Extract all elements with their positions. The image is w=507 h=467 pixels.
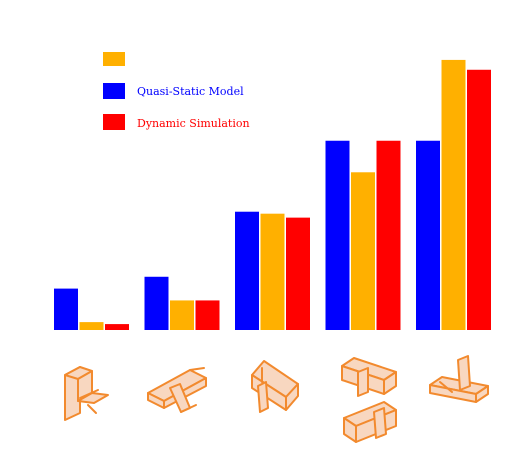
bar-group4-series2 [325, 140, 350, 330]
legend-label-dynamic: Dynamic Simulation [137, 117, 250, 130]
bar-group3-series3 [286, 217, 310, 330]
L-bracket-shape-icon [64, 366, 109, 421]
twisted-bracket-shape-icon [147, 367, 207, 413]
legend-swatch-orange [103, 52, 125, 66]
legend-swatch-quasi-static [103, 83, 125, 99]
flat-bracket-shape-icon [429, 355, 489, 403]
angled-bracket-shape-icon [251, 360, 299, 413]
bar-group3-series2 [235, 211, 259, 330]
bar-group3-series1 [260, 213, 285, 330]
legend: Quasi-Static Model Dynamic Simulation [103, 52, 250, 130]
double-bracket-shape-icon [341, 357, 397, 443]
legend-label-quasi-static: Quasi-Static Model [137, 85, 244, 98]
bar-group4-series3 [376, 140, 401, 330]
legend-swatch-dynamic [103, 114, 125, 130]
bar-group1-series3 [105, 324, 129, 330]
bar-group1-series2 [54, 288, 78, 330]
bar-group1-series1 [79, 322, 104, 330]
bar-group4-series1 [351, 172, 375, 330]
bars-layer [54, 59, 491, 331]
bar-group2-series3 [195, 300, 220, 330]
bar-group2-series2 [144, 276, 169, 330]
bar-group5-series1 [441, 59, 466, 331]
bar-group5-series3 [467, 69, 491, 331]
bar-group2-series1 [170, 300, 194, 330]
bar-group5-series2 [416, 140, 440, 330]
